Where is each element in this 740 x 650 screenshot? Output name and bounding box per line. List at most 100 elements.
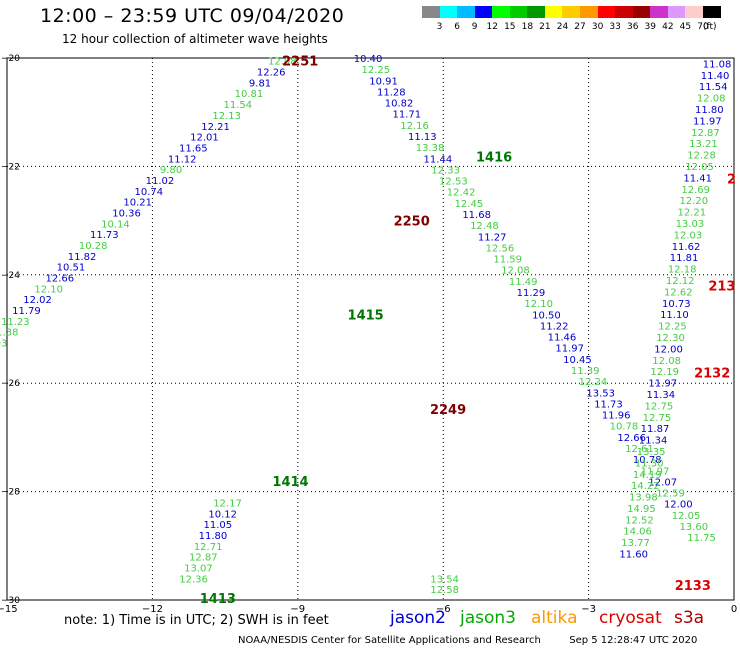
wave-height-label: 12.48: [470, 221, 499, 232]
colorbar-swatch: [580, 6, 599, 18]
credit-timestamp: Sep 5 12:28:47 UTC 2020: [569, 635, 698, 646]
wave-height-label: 13.60: [679, 522, 708, 533]
wave-height-label: 14.22: [631, 481, 660, 492]
pass-time-label: 2249: [430, 403, 466, 418]
lat-tick-label: −26: [1, 379, 20, 389]
wave-height-label: 11.46: [548, 333, 577, 344]
wave-height-label: 11.54: [223, 100, 252, 111]
wave-height-label: 13.54: [430, 574, 459, 585]
wave-height-label: 11.28: [377, 87, 406, 98]
wave-height-label: 13.21: [689, 139, 718, 150]
lat-tick-label: −24: [1, 271, 20, 281]
wave-height-label: 12.69: [681, 185, 710, 196]
wave-height-label: 11.80: [199, 531, 228, 542]
lat-tick-label: −28: [1, 488, 20, 498]
wave-height-label: 11.02: [146, 176, 175, 187]
wave-height-label: 12.13: [212, 111, 241, 122]
wave-height-label: 12.62: [664, 287, 693, 298]
wave-height-label: 12.66: [46, 274, 75, 285]
lon-tick-label: −6: [436, 604, 451, 615]
wave-height-label: 11.05: [204, 520, 233, 531]
wave-height-label: 12.24: [579, 377, 608, 388]
wave-height-label: 10.36: [112, 208, 141, 219]
wave-height-label: 12.02: [23, 295, 52, 306]
wave-height-label: 11.40: [701, 71, 730, 82]
wave-height-label: 12.20: [679, 196, 708, 207]
wave-height-label: 11.54: [699, 82, 728, 93]
wave-height-label: 11.23: [1, 317, 30, 328]
wave-height-label: 13.53: [586, 388, 615, 399]
wave-height-label: 12.26: [257, 68, 286, 79]
wave-height-label: 12.05: [685, 162, 714, 173]
colorbar-swatch: [474, 6, 493, 18]
pass-time-label: 2133: [675, 579, 711, 594]
colorbar-tick-label: 18: [521, 22, 534, 32]
wave-height-label: 11.71: [393, 110, 422, 121]
wave-height-label: 11.13: [408, 132, 437, 143]
wave-height-label: 12.33: [431, 165, 460, 176]
wave-height-label: 12.03: [674, 230, 703, 241]
wave-height-label: 14.95: [627, 504, 656, 515]
wave-height-label: 12.01: [190, 133, 219, 144]
lon-tick-label: −9: [290, 604, 305, 615]
wave-height-label: 12.30: [656, 333, 685, 344]
wave-height-label: 11.34: [646, 390, 675, 401]
wave-height-label: 10.45: [563, 355, 592, 366]
colorbar-tick-label: 70: [697, 22, 709, 32]
colorbar-tick-label: 33: [609, 22, 621, 32]
wave-height-label: 11.60: [619, 550, 648, 561]
pass-time-label: 2250: [394, 215, 430, 230]
wave-height-label: 10.28: [79, 241, 108, 252]
pass-time-label: 2251: [282, 55, 318, 70]
wave-height-label: 12.87: [691, 128, 720, 139]
pass-time-label: 1416: [476, 151, 512, 166]
colorbar-tick-label: 39: [644, 22, 656, 32]
wave-height-label: 12.00: [664, 500, 693, 511]
wave-height-label: 12.53: [439, 177, 468, 188]
wave-height-label: 11.75: [687, 533, 716, 544]
pass-time-label: 2132: [694, 366, 730, 381]
colorbar-swatch: [457, 6, 476, 18]
colorbar-tick-label: 9: [471, 22, 478, 32]
lat-tick-label: −20: [1, 54, 20, 64]
wave-height-label: 12.00: [654, 344, 683, 355]
lon-tick-label: −12: [142, 604, 163, 615]
colorbar-swatch: [544, 6, 563, 18]
wave-height-label: 11.39: [571, 366, 600, 377]
wave-height-label: 11.38: [0, 328, 19, 339]
lon-tick-label: −15: [0, 604, 18, 615]
lat-tick-label: −30: [1, 596, 20, 606]
colorbar-swatch: [509, 6, 528, 18]
wave-height-label: 11.12: [168, 154, 197, 165]
colorbar-swatch: [702, 6, 721, 18]
wave-height-label: 12.16: [400, 121, 429, 132]
wave-height-label: 12.58: [430, 585, 459, 596]
wave-height-label: 12.19: [650, 367, 679, 378]
wave-height-label: 11.97: [648, 379, 677, 390]
wave-height-label: 12.10: [524, 299, 553, 310]
wave-height-label: 12.08: [501, 266, 530, 277]
wave-height-label: 10.74: [134, 187, 163, 198]
wave-height-label: 13.07: [184, 563, 213, 574]
wave-height-label: 11.62: [672, 242, 701, 253]
wave-height-label: 10.51: [57, 263, 86, 274]
wave-height-label: 11.08: [703, 59, 732, 70]
wave-height-label: 11.97: [555, 344, 584, 355]
colorbar-swatch: [422, 6, 440, 18]
wave-height-label: 9.80: [160, 165, 182, 176]
wave-height-label: 11.65: [179, 143, 208, 154]
colorbar-swatch: [527, 6, 546, 18]
wave-height-label: 11.81: [670, 253, 699, 264]
wave-height-label: 10.81: [235, 89, 264, 100]
pass-time-label: 2: [727, 172, 736, 187]
wave-height-label: 11.73: [90, 230, 119, 241]
wave-height-label: 11.96: [602, 411, 631, 422]
wave-height-label: 9.81: [249, 78, 271, 89]
wave-height-label: 10.12: [208, 509, 237, 520]
wave-height-label: 12.75: [645, 401, 674, 412]
sat-legend-altika: altika: [531, 608, 578, 628]
wave-height-label: 11.97: [693, 116, 722, 127]
wave-height-label: 12.42: [447, 188, 476, 199]
wave-height-label: 11.97: [641, 466, 670, 477]
